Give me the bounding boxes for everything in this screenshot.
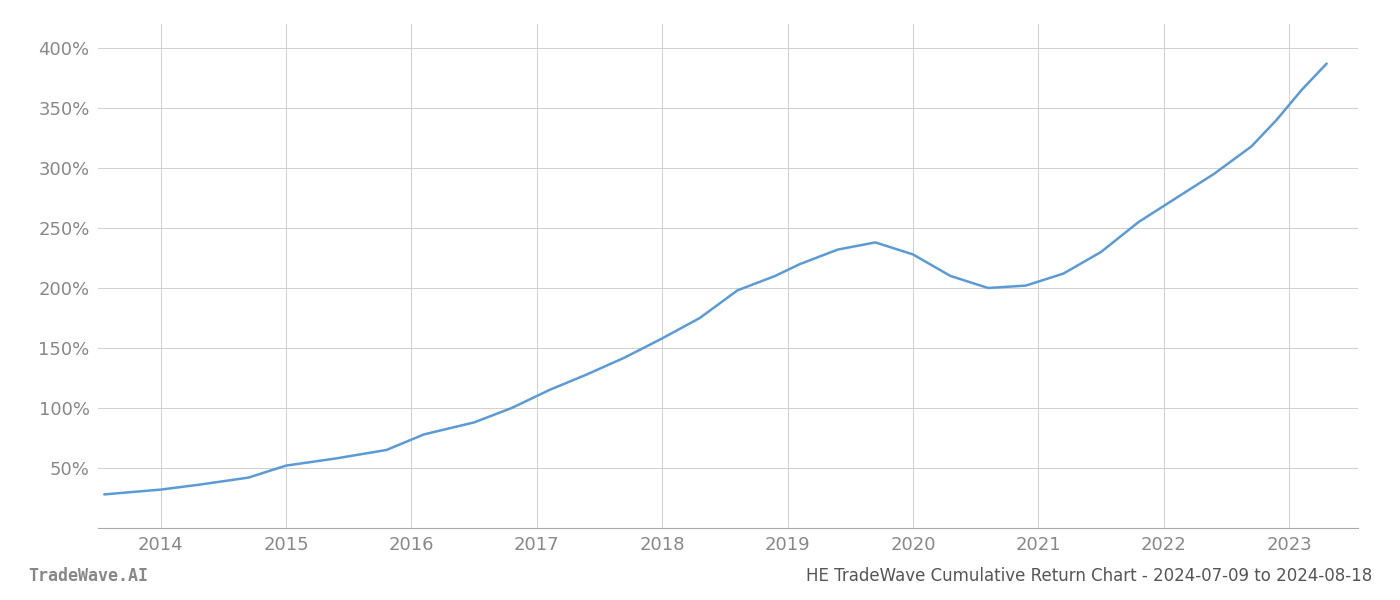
Text: TradeWave.AI: TradeWave.AI <box>28 567 148 585</box>
Text: HE TradeWave Cumulative Return Chart - 2024-07-09 to 2024-08-18: HE TradeWave Cumulative Return Chart - 2… <box>806 567 1372 585</box>
